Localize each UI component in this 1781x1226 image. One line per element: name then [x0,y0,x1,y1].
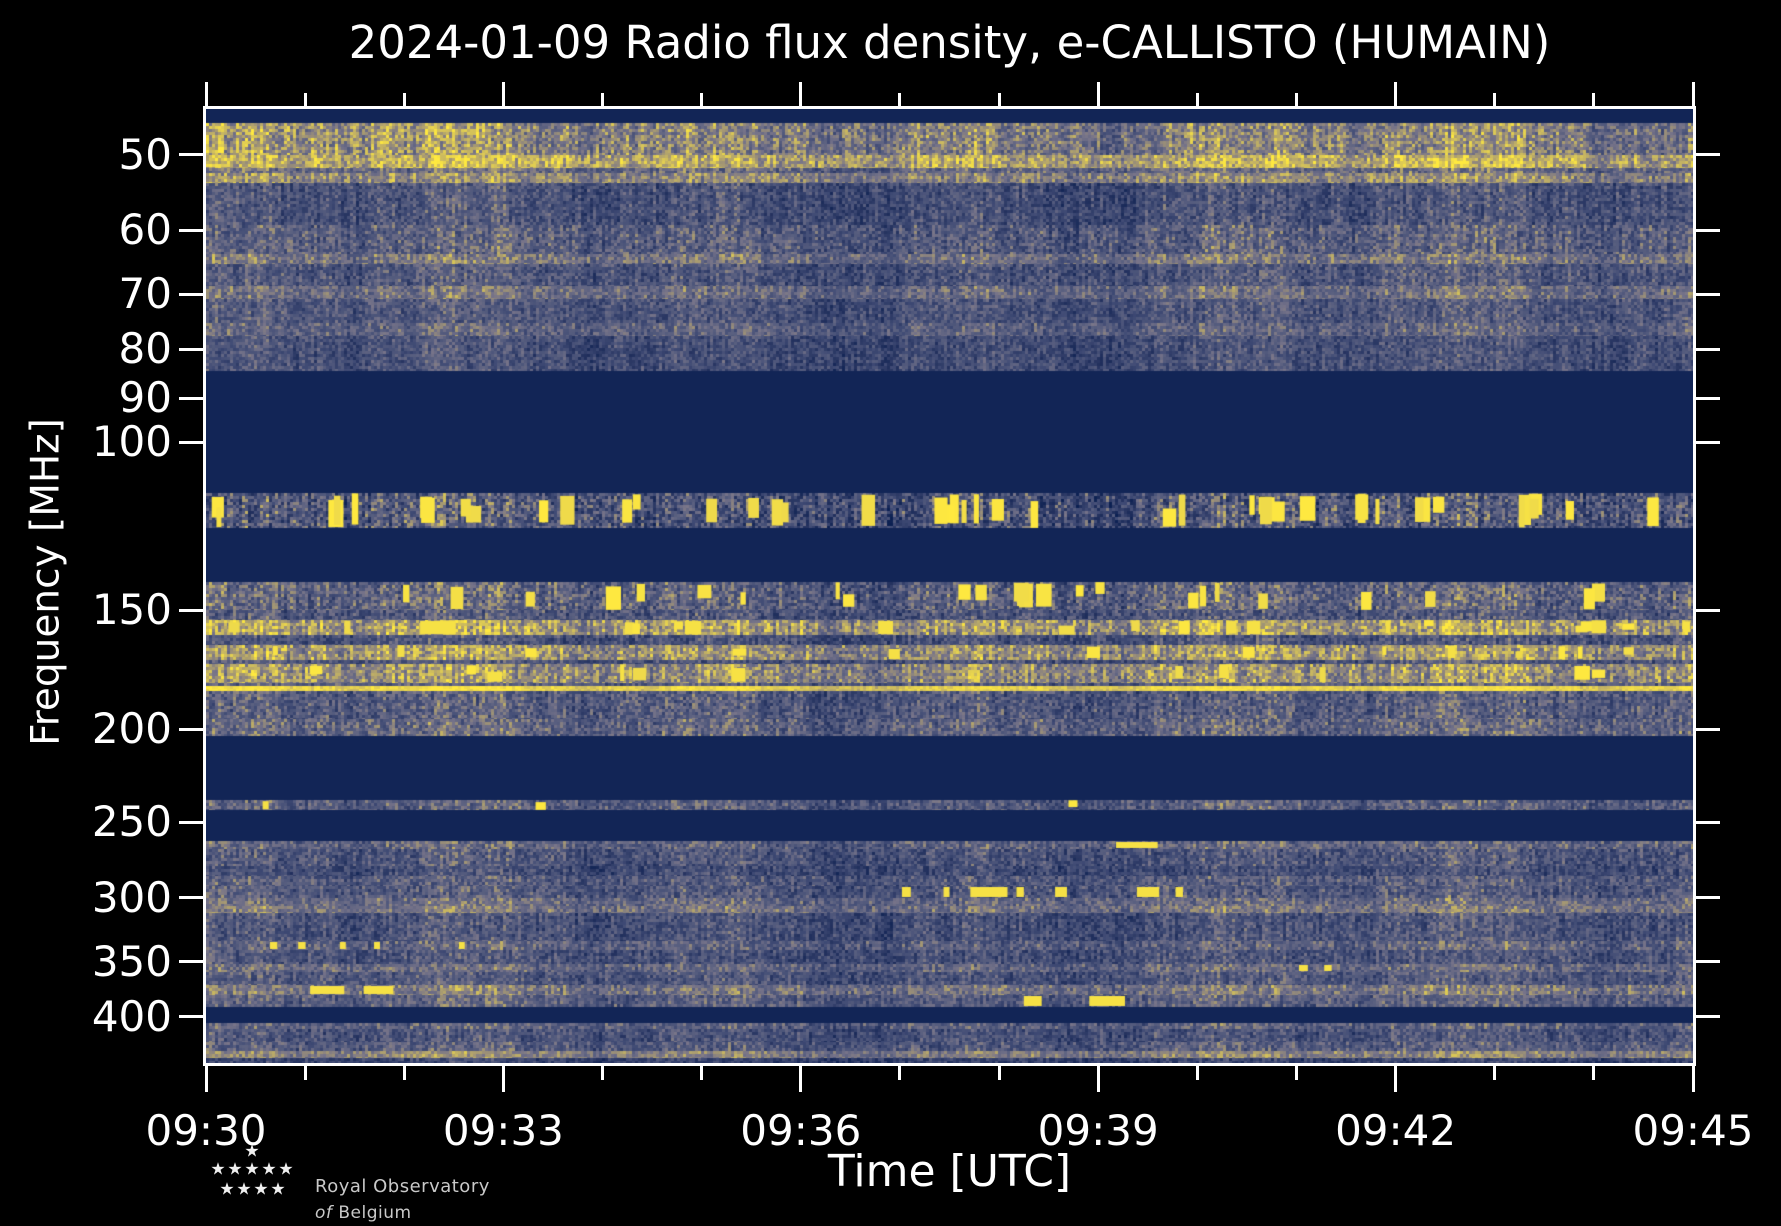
y-major-tick [179,1015,203,1019]
x-minor-tick-top [898,93,902,106]
y-tick-label: 400 [91,991,172,1041]
y-major-tick [179,960,203,964]
y-major-tick [179,396,203,400]
y-tick-label: 150 [91,585,172,635]
x-minor-tick [402,1066,406,1080]
star-icon: ★ [253,1179,269,1200]
y-major-tick [179,440,203,444]
star-icon: ★ [244,1141,260,1162]
x-major-tick [1394,1066,1398,1092]
y-tick-label: 300 [91,872,172,922]
y-major-tick-right [1696,396,1720,400]
rob-logo-text-line2: of Belgium [315,1203,412,1223]
x-tick-label: 09:39 [1037,1106,1159,1155]
y-major-tick [179,228,203,232]
star-icon: ★ [219,1179,235,1200]
x-major-tick-top [1394,82,1398,106]
y-major-tick [179,292,203,296]
star-icon: ★ [227,1159,243,1180]
y-major-tick-right [1696,960,1720,964]
y-major-tick [179,153,203,157]
x-major-tick-top [799,82,803,106]
star-icon: ★ [278,1159,294,1180]
rob-logo-belgium: Belgium [338,1203,412,1223]
y-major-tick-right [1696,347,1720,351]
y-tick-label: 70 [118,269,172,319]
x-minor-tick [1592,1066,1596,1080]
star-icon: ★ [236,1179,252,1200]
x-minor-tick [601,1066,605,1080]
y-major-tick [179,608,203,612]
star-icon: ★ [210,1159,226,1180]
rob-logo-of: of [315,1203,333,1223]
x-tick-label: 09:45 [1632,1106,1754,1155]
y-major-tick-right [1696,896,1720,900]
x-minor-tick-top [997,93,1001,106]
x-minor-tick-top [1493,93,1497,106]
y-major-tick [179,896,203,900]
y-tick-label: 50 [118,129,172,179]
y-major-tick-right [1696,820,1720,824]
y-major-tick-right [1696,292,1720,296]
x-minor-tick [303,1066,307,1080]
y-axis-label: Frequency [MHz] [23,418,69,746]
x-major-tick [501,1066,505,1092]
y-tick-label: 250 [91,797,172,846]
x-tick-label: 09:33 [442,1106,564,1155]
x-minor-tick [1294,1066,1298,1080]
y-tick-label: 80 [118,324,172,374]
y-major-tick-right [1696,153,1720,157]
x-major-tick-top [204,82,208,106]
x-minor-tick-top [700,93,704,106]
x-minor-tick [898,1066,902,1080]
star-icon: ★ [261,1159,277,1180]
y-tick-label: 100 [91,417,172,466]
y-major-tick-right [1696,1015,1720,1019]
y-major-tick [179,820,203,824]
x-tick-label: 09:42 [1335,1106,1457,1155]
y-major-tick-right [1696,228,1720,232]
x-minor-tick [700,1066,704,1080]
x-major-tick-top [1096,82,1100,106]
star-icon: ★ [244,1159,260,1180]
x-minor-tick [997,1066,1001,1080]
x-minor-tick-top [303,93,307,106]
x-major-tick [799,1066,803,1092]
x-major-tick [1096,1066,1100,1092]
y-tick-label: 60 [118,205,172,255]
x-minor-tick-top [1294,93,1298,106]
y-tick-label: 350 [91,936,172,986]
rob-logo-text-line1: Royal Observatory [315,1176,490,1197]
y-major-tick [179,727,203,731]
spectrogram-canvas [206,109,1693,1063]
y-major-tick-right [1696,608,1720,612]
y-major-tick-right [1696,440,1720,444]
chart-title: 2024-01-09 Radio flux density, e-CALLIST… [348,16,1551,69]
x-major-tick-top [1691,82,1695,106]
x-minor-tick-top [601,93,605,106]
x-major-tick [204,1066,208,1092]
x-major-tick [1691,1066,1695,1092]
x-minor-tick-top [1195,93,1199,106]
x-minor-tick [1195,1066,1199,1080]
x-major-tick-top [501,82,505,106]
y-major-tick [179,347,203,351]
y-tick-label: 90 [118,373,172,423]
x-axis-label: Time [UTC] [827,1146,1072,1197]
x-tick-label: 09:36 [740,1106,862,1155]
x-tick-label: 09:30 [145,1106,267,1155]
star-icon: ★ [270,1179,286,1200]
x-minor-tick-top [402,93,406,106]
x-minor-tick-top [1592,93,1596,106]
x-minor-tick [1493,1066,1497,1080]
y-tick-label: 200 [91,704,172,754]
y-major-tick-right [1696,727,1720,731]
